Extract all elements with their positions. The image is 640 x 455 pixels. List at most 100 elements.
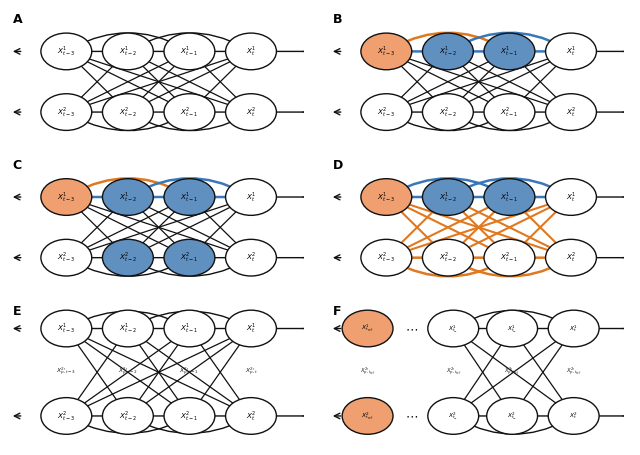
Ellipse shape bbox=[41, 239, 92, 276]
Text: $X^{2}_{t-3}$: $X^{2}_{t-3}$ bbox=[377, 251, 396, 264]
Ellipse shape bbox=[41, 179, 92, 215]
Text: $X^{2\prime}_{p,t-3}$: $X^{2\prime}_{p,t-3}$ bbox=[56, 366, 76, 378]
Text: $X^{2}_{t-2}$: $X^{2}_{t-2}$ bbox=[119, 251, 137, 264]
Text: $X^{1}_{t}$: $X^{1}_{t}$ bbox=[246, 190, 256, 204]
Text: $X^{1}_{t-2}$: $X^{1}_{t-2}$ bbox=[119, 190, 137, 204]
Text: $X^{1}_{t-2}$: $X^{1}_{t-2}$ bbox=[119, 322, 137, 335]
Text: $X^{1}_{t-1}$: $X^{1}_{t-1}$ bbox=[180, 190, 198, 204]
Text: $X^{2}_{t}$: $X^{2}_{t}$ bbox=[246, 251, 256, 264]
Text: $X^{1}_{t-1}$: $X^{1}_{t-1}$ bbox=[500, 190, 518, 204]
Text: $X^{1}_{t_{ref}}$: $X^{1}_{t_{ref}}$ bbox=[362, 323, 374, 334]
Text: $X^{1}_{t-2}$: $X^{1}_{t-2}$ bbox=[439, 190, 457, 204]
Ellipse shape bbox=[361, 239, 412, 276]
Ellipse shape bbox=[545, 94, 596, 131]
Ellipse shape bbox=[422, 239, 474, 276]
Ellipse shape bbox=[361, 94, 412, 131]
Text: $X^{1}_{t-1}$: $X^{1}_{t-1}$ bbox=[180, 322, 198, 335]
Text: $X^{2}_{t}$: $X^{2}_{t}$ bbox=[246, 105, 256, 119]
Text: $X^{1}_{t-3}$: $X^{1}_{t-3}$ bbox=[57, 190, 76, 204]
Ellipse shape bbox=[41, 33, 92, 70]
Text: $X^{2}_{t_{-}}$: $X^{2}_{t_{-}}$ bbox=[448, 411, 458, 421]
Text: $X^{2}_{t-2}$: $X^{2}_{t-2}$ bbox=[119, 409, 137, 423]
Text: $X^{2}_{t-1}$: $X^{2}_{t-1}$ bbox=[500, 251, 518, 264]
Text: $X^{2}_{t-3}$: $X^{2}_{t-3}$ bbox=[57, 251, 76, 264]
Ellipse shape bbox=[164, 398, 215, 434]
Text: $X^{2\prime}_{p,t-2}$: $X^{2\prime}_{p,t-2}$ bbox=[118, 366, 138, 378]
Ellipse shape bbox=[422, 33, 474, 70]
Text: $X^{2}_{t-1}$: $X^{2}_{t-1}$ bbox=[180, 409, 198, 423]
Ellipse shape bbox=[545, 33, 596, 70]
Ellipse shape bbox=[484, 179, 535, 215]
Ellipse shape bbox=[545, 239, 596, 276]
Ellipse shape bbox=[225, 179, 276, 215]
Text: $X^{2\prime}_{p,t_{ref}}$: $X^{2\prime}_{p,t_{ref}}$ bbox=[566, 366, 581, 378]
Text: $X^{1}_{t-3}$: $X^{1}_{t-3}$ bbox=[377, 45, 396, 58]
Text: $X^{2}_{t}$: $X^{2}_{t}$ bbox=[566, 251, 576, 264]
Ellipse shape bbox=[102, 94, 154, 131]
Ellipse shape bbox=[102, 33, 154, 70]
Text: $X^{1}_{t-3}$: $X^{1}_{t-3}$ bbox=[57, 45, 76, 58]
Text: $X^{2\prime}_{p,t-1}$: $X^{2\prime}_{p,t-1}$ bbox=[179, 366, 200, 378]
Ellipse shape bbox=[102, 239, 154, 276]
Ellipse shape bbox=[164, 33, 215, 70]
Text: F: F bbox=[333, 304, 341, 318]
Ellipse shape bbox=[422, 94, 474, 131]
Text: $X^{2}_{t-3}$: $X^{2}_{t-3}$ bbox=[377, 105, 396, 119]
Ellipse shape bbox=[41, 398, 92, 434]
Text: E: E bbox=[13, 304, 21, 318]
Ellipse shape bbox=[164, 179, 215, 215]
Text: $X^{2}_{t}$: $X^{2}_{t}$ bbox=[569, 410, 578, 421]
Text: $X^{1}_{t-1}$: $X^{1}_{t-1}$ bbox=[180, 45, 198, 58]
Text: $X^{2}_{t}$: $X^{2}_{t}$ bbox=[246, 409, 256, 423]
Ellipse shape bbox=[102, 398, 154, 434]
Text: $X^{1}_{t_{-}}$: $X^{1}_{t_{-}}$ bbox=[448, 323, 458, 334]
Text: $\cdots$: $\cdots$ bbox=[405, 410, 419, 422]
Ellipse shape bbox=[41, 94, 92, 131]
Ellipse shape bbox=[225, 239, 276, 276]
Text: $X^{2}_{t_{-}}$: $X^{2}_{t_{-}}$ bbox=[507, 411, 517, 421]
Text: $X^{2}_{t}$: $X^{2}_{t}$ bbox=[566, 105, 576, 119]
Ellipse shape bbox=[361, 179, 412, 215]
Ellipse shape bbox=[422, 179, 474, 215]
Text: $X^{1}_{t}$: $X^{1}_{t}$ bbox=[246, 322, 256, 335]
Text: $X^{2}_{t-2}$: $X^{2}_{t-2}$ bbox=[119, 105, 137, 119]
Text: $X^{2\prime}_{p,t_{ref}}$: $X^{2\prime}_{p,t_{ref}}$ bbox=[445, 366, 461, 378]
Ellipse shape bbox=[484, 94, 535, 131]
Ellipse shape bbox=[548, 398, 599, 434]
Text: $X^{2}_{t-2}$: $X^{2}_{t-2}$ bbox=[439, 251, 457, 264]
Ellipse shape bbox=[484, 33, 535, 70]
Text: B: B bbox=[333, 13, 342, 26]
Text: $X^{2}_{t_{ref}}$: $X^{2}_{t_{ref}}$ bbox=[362, 410, 374, 422]
Text: $X^{1}_{t-3}$: $X^{1}_{t-3}$ bbox=[57, 322, 76, 335]
Text: $X^{2}_{t-2}$: $X^{2}_{t-2}$ bbox=[439, 105, 457, 119]
Ellipse shape bbox=[428, 310, 479, 347]
Text: $X^{1}_{t}$: $X^{1}_{t}$ bbox=[566, 45, 576, 58]
Text: $X^{1}_{t-2}$: $X^{1}_{t-2}$ bbox=[119, 45, 137, 58]
Text: $X^{1}_{t-3}$: $X^{1}_{t-3}$ bbox=[377, 190, 396, 204]
Text: $\cdots$: $\cdots$ bbox=[405, 322, 419, 335]
Ellipse shape bbox=[486, 310, 538, 347]
Text: C: C bbox=[13, 159, 22, 172]
Ellipse shape bbox=[225, 33, 276, 70]
Text: $X^{2\prime}_{p,t_{ref}}$: $X^{2\prime}_{p,t_{ref}}$ bbox=[360, 366, 375, 378]
Ellipse shape bbox=[361, 33, 412, 70]
Ellipse shape bbox=[164, 239, 215, 276]
Text: $X^{2\prime}_{p,t_{ref}}$: $X^{2\prime}_{p,t_{ref}}$ bbox=[504, 366, 520, 378]
Text: $X^{2}_{t-1}$: $X^{2}_{t-1}$ bbox=[500, 105, 518, 119]
Text: $X^{2}_{t-1}$: $X^{2}_{t-1}$ bbox=[180, 105, 198, 119]
Text: $X^{1}_{t_{-}}$: $X^{1}_{t_{-}}$ bbox=[507, 323, 517, 334]
Text: $X^{1}_{t-2}$: $X^{1}_{t-2}$ bbox=[439, 45, 457, 58]
Ellipse shape bbox=[486, 398, 538, 434]
Ellipse shape bbox=[545, 179, 596, 215]
Text: $X^{2\prime}_{p,t}$: $X^{2\prime}_{p,t}$ bbox=[244, 366, 257, 378]
Ellipse shape bbox=[428, 398, 479, 434]
Ellipse shape bbox=[342, 310, 393, 347]
Ellipse shape bbox=[225, 398, 276, 434]
Text: $X^{2}_{t-3}$: $X^{2}_{t-3}$ bbox=[57, 105, 76, 119]
Ellipse shape bbox=[164, 310, 215, 347]
Ellipse shape bbox=[342, 398, 393, 434]
Ellipse shape bbox=[484, 239, 535, 276]
Text: $X^{1}_{t}$: $X^{1}_{t}$ bbox=[566, 190, 576, 204]
Text: $X^{1}_{t}$: $X^{1}_{t}$ bbox=[246, 45, 256, 58]
Text: $X^{2}_{t-3}$: $X^{2}_{t-3}$ bbox=[57, 409, 76, 423]
